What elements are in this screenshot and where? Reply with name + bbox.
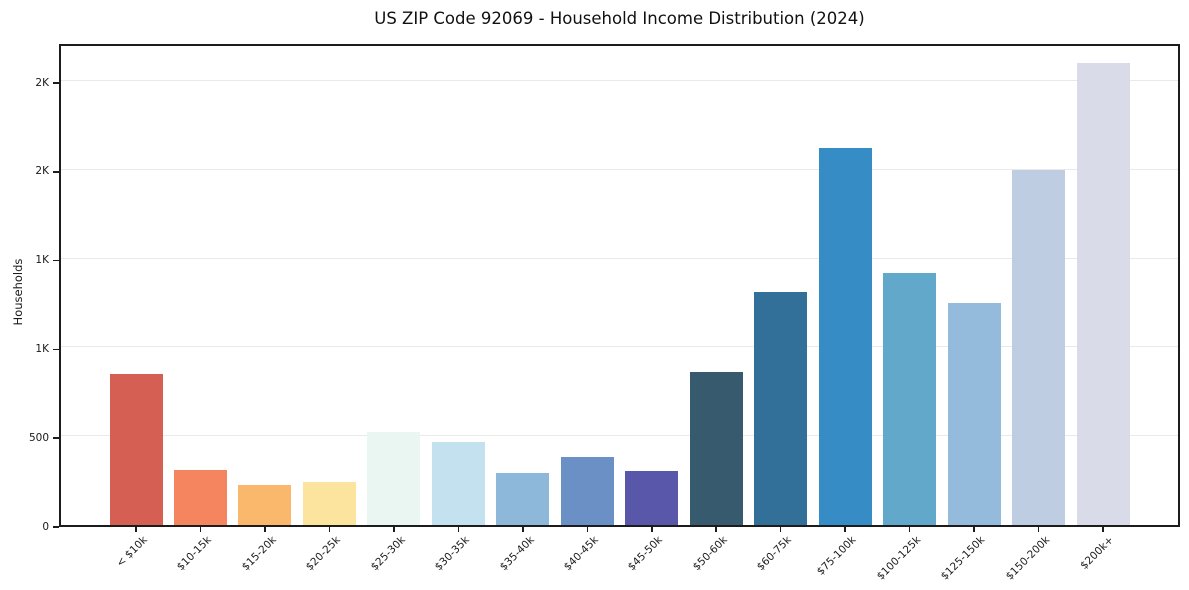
y-tick-label: 1K (35, 342, 49, 355)
y-tick-label: 0 (42, 520, 49, 533)
x-axis-tick (651, 527, 653, 532)
gridline (61, 80, 1178, 82)
bar (109, 374, 163, 525)
bar (883, 272, 937, 525)
y-axis-tick (53, 171, 59, 173)
y-tick-label: 2K (35, 76, 49, 89)
x-axis-tick (328, 527, 331, 532)
x-axis-tick (393, 527, 395, 532)
x-axis-tick (457, 527, 460, 532)
bar (689, 372, 743, 525)
bar (173, 469, 227, 525)
x-axis-tick (908, 527, 911, 532)
bar (818, 147, 872, 525)
y-axis-tick (53, 437, 59, 439)
bar (947, 303, 1001, 525)
bar (238, 485, 292, 525)
bar (625, 470, 679, 525)
bar (1076, 63, 1130, 525)
y-axis-tick (53, 348, 59, 351)
gridline (61, 257, 1178, 259)
x-axis-tick (779, 527, 782, 532)
bar (367, 431, 421, 525)
y-tick-label: 1K (35, 254, 49, 267)
x-axis-tick (1102, 527, 1104, 532)
y-axis-tick (53, 259, 59, 262)
plot-area (59, 44, 1180, 527)
y-axis-tick (53, 82, 59, 84)
bar (302, 482, 356, 525)
x-axis-tick (199, 527, 202, 532)
x-axis-tick (1037, 527, 1040, 532)
y-tick-label: 2K (35, 165, 49, 178)
gridline (61, 435, 1178, 437)
x-axis-tick (135, 527, 137, 532)
gridline (61, 168, 1178, 170)
y-tick-label: 500 (28, 431, 49, 444)
gridline (61, 346, 1178, 348)
bar (560, 456, 614, 525)
x-axis-tick (586, 527, 589, 532)
y-axis-tick (53, 526, 59, 528)
chart-title: US ZIP Code 92069 - Household Income Dis… (374, 9, 865, 28)
x-axis-tick (522, 527, 524, 532)
x-axis-tick (715, 527, 717, 532)
x-axis-tick (973, 527, 975, 532)
x-axis-tick (844, 527, 846, 532)
bar (496, 472, 550, 525)
bar (754, 291, 808, 525)
bar (431, 441, 485, 525)
x-axis-tick (264, 527, 266, 532)
bar (1012, 169, 1066, 525)
